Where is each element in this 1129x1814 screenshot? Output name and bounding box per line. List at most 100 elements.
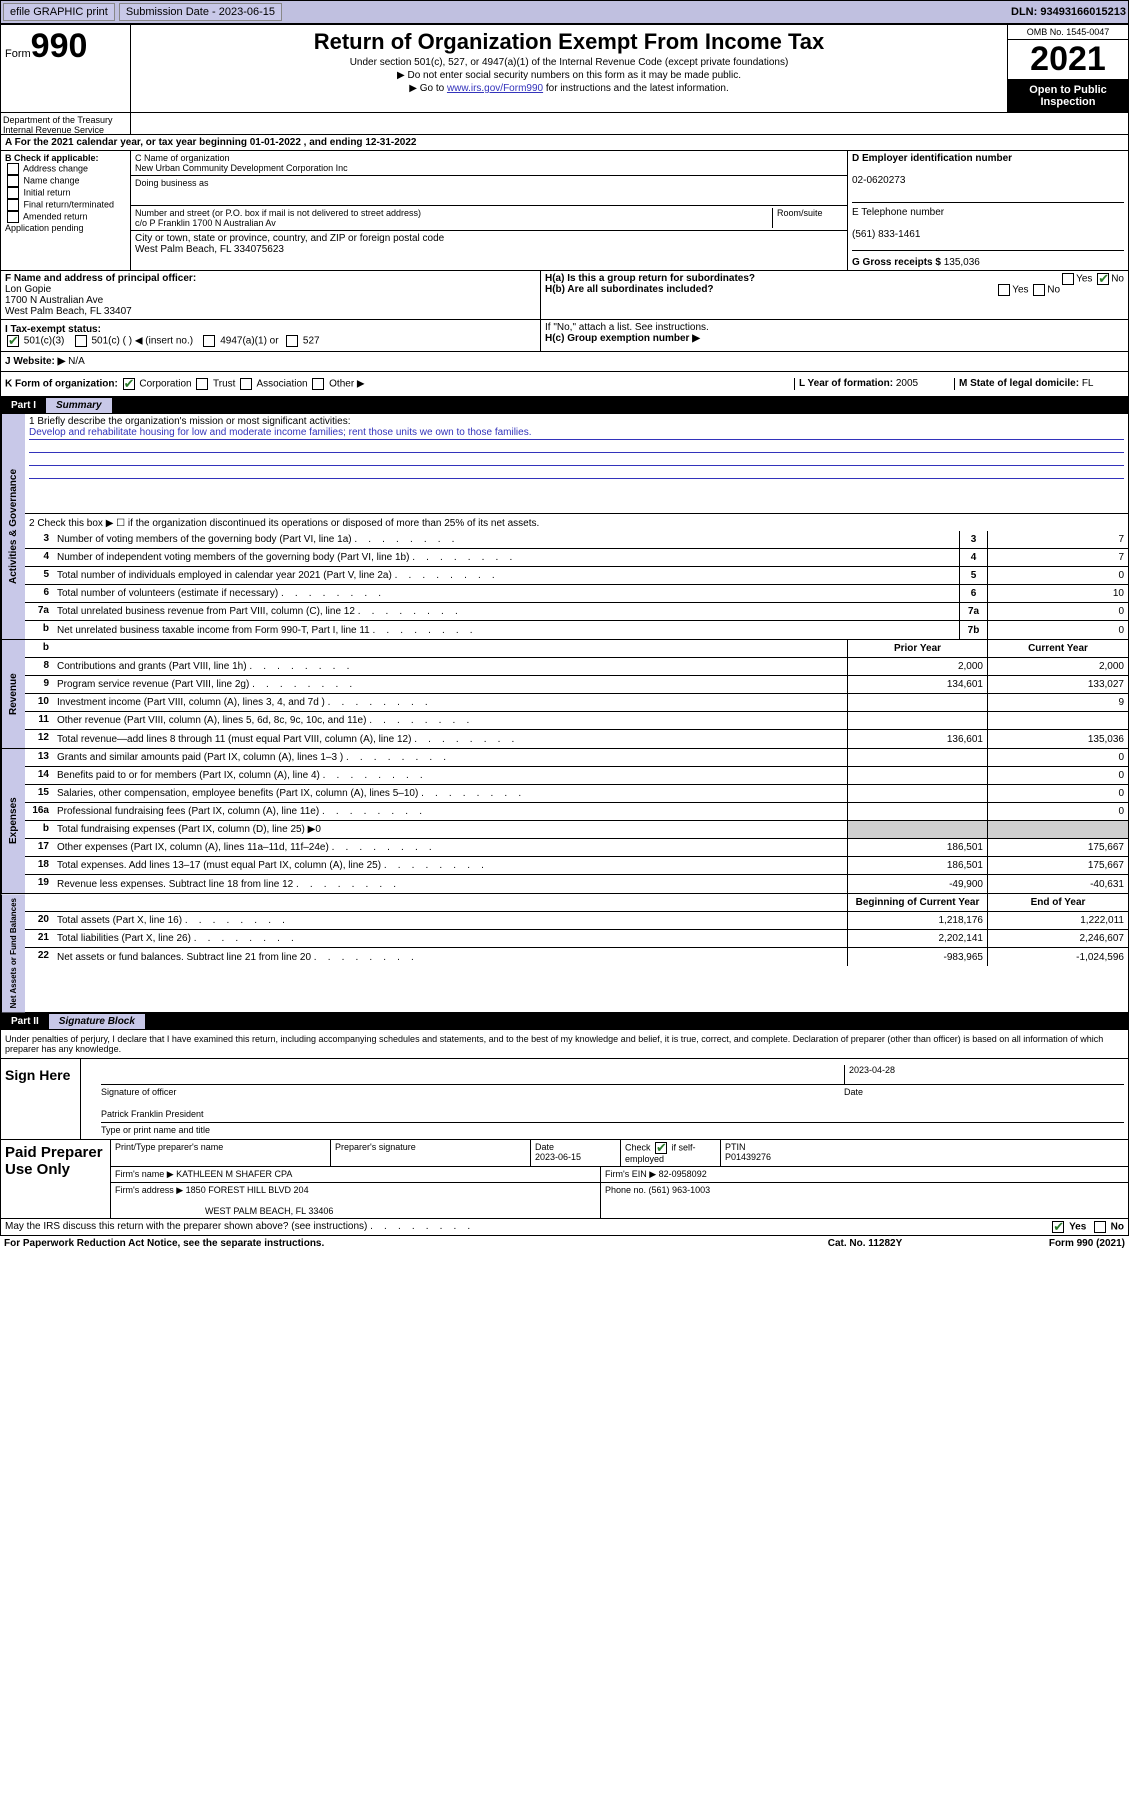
line-value: 0 <box>988 603 1128 620</box>
form-header: Form990 Return of Organization Exempt Fr… <box>0 24 1129 113</box>
line-num: 19 <box>25 875 53 893</box>
table-row: 17 Other expenses (Part IX, column (A), … <box>25 839 1128 857</box>
row-j: J Website: ▶ N/A <box>0 352 1129 372</box>
chk-discuss-yes[interactable] <box>1052 1221 1064 1233</box>
line-current: 0 <box>988 785 1128 802</box>
irs-form990-link[interactable]: www.irs.gov/Form990 <box>447 83 543 94</box>
chk-527[interactable] <box>286 335 298 347</box>
block-bcd: B Check if applicable: Address change Na… <box>0 151 1129 271</box>
chk-trust[interactable] <box>196 378 208 390</box>
activities-governance-section: Activities & Governance 1 Briefly descri… <box>0 414 1129 639</box>
ptin-value: P01439276 <box>725 1152 771 1162</box>
mission-empty-line-1 <box>29 440 1124 453</box>
chk-association[interactable] <box>240 378 252 390</box>
preparer-date-value: 2023-06-15 <box>535 1152 581 1162</box>
ein-value: 02-0620273 <box>852 175 905 186</box>
sign-date-value: 2023-04-28 <box>844 1065 1124 1084</box>
preparer-date-label: Date <box>535 1142 554 1152</box>
line-text: Other revenue (Part VIII, column (A), li… <box>53 712 848 729</box>
chk-self-employed[interactable] <box>655 1142 667 1154</box>
block-b: B Check if applicable: Address change Na… <box>1 151 131 270</box>
dept-row: Department of the Treasury Internal Reve… <box>0 113 1129 135</box>
line-current: -40,631 <box>988 875 1128 893</box>
line-prior: 1,218,176 <box>848 912 988 929</box>
table-row: 8 Contributions and grants (Part VIII, l… <box>25 658 1128 676</box>
lbl-initial-return: Initial return <box>24 187 71 197</box>
preparer-signature-label: Preparer's signature <box>331 1140 531 1166</box>
gov-line: 5 Total number of individuals employed i… <box>25 567 1128 585</box>
table-row: 22 Net assets or fund balances. Subtract… <box>25 948 1128 966</box>
ptin-cell: PTIN P01439276 <box>721 1140 1128 1166</box>
submission-date-value: 2023-06-15 <box>219 6 275 18</box>
form-number: 990 <box>31 27 88 65</box>
state-domicile: M State of legal domicile: FL <box>954 378 1124 390</box>
page-title: Return of Organization Exempt From Incom… <box>135 29 1003 55</box>
paid-preparer-label: Paid Preparer Use Only <box>1 1140 111 1218</box>
dln-field: DLN: 93493166015213 <box>1011 6 1126 18</box>
row-klm: K Form of organization: Corporation Trus… <box>0 372 1129 397</box>
chk-other[interactable] <box>312 378 324 390</box>
street-label: Number and street (or P.O. box if mail i… <box>135 208 421 218</box>
row-f-h: F Name and address of principal officer:… <box>0 271 1129 320</box>
goto-suffix: for instructions and the latest informat… <box>543 83 729 94</box>
discuss-row: May the IRS discuss this return with the… <box>0 1219 1129 1236</box>
firm-name-cell: Firm's name ▶ KATHLEEN M SHAFER CPA <box>111 1167 601 1182</box>
part-ii-header: Part II Signature Block <box>0 1013 1129 1030</box>
title-cell: Return of Organization Exempt From Incom… <box>131 25 1008 112</box>
efile-print-button[interactable]: efile GRAPHIC print <box>3 3 115 21</box>
chk-address-change[interactable] <box>7 163 19 175</box>
lbl-amended-return: Amended return <box>23 211 88 221</box>
officer-addr2: West Palm Beach, FL 33407 <box>5 306 132 317</box>
line-text: Total liabilities (Part X, line 26) <box>53 930 848 947</box>
lbl-application-pending: Application pending <box>5 223 84 233</box>
line-prior: 134,601 <box>848 676 988 693</box>
chk-discuss-no[interactable] <box>1094 1221 1106 1233</box>
row-i: I Tax-exempt status: 501(c)(3) 501(c) ( … <box>0 320 1129 352</box>
chk-501c3[interactable] <box>7 335 19 347</box>
line-prior <box>848 785 988 802</box>
firm-phone-cell: Phone no. (561) 963-1003 <box>601 1183 1128 1218</box>
sign-here-label: Sign Here <box>1 1059 81 1139</box>
chk-name-change[interactable] <box>7 175 19 187</box>
mission-text: Develop and rehabilitate housing for low… <box>29 427 1124 440</box>
preparer-date-cell: Date 2023-06-15 <box>531 1140 621 1166</box>
sign-date-label: Date <box>844 1087 1124 1097</box>
line-num: 22 <box>25 948 53 966</box>
block-c: C Name of organization New Urban Communi… <box>131 151 848 270</box>
line-current <box>988 821 1128 838</box>
line-current: 133,027 <box>988 676 1128 693</box>
self-employed-cell: Check if self-employed <box>621 1140 721 1166</box>
chk-501c[interactable] <box>75 335 87 347</box>
line-box: 3 <box>960 531 988 548</box>
dept-of-treasury: Department of the Treasury Internal Reve… <box>1 113 131 134</box>
line-value: 7 <box>988 531 1128 548</box>
block-h: H(a) Is this a group return for subordin… <box>541 271 1128 319</box>
firm-phone-value: (561) 963-1003 <box>649 1185 711 1195</box>
hdr-b-num: b <box>25 640 53 657</box>
line-text: Total expenses. Add lines 13–17 (must eq… <box>53 857 848 874</box>
row-l-label: L Year of formation: <box>799 378 896 389</box>
chk-4947[interactable] <box>203 335 215 347</box>
chk-amended-return[interactable] <box>7 211 19 223</box>
line-text: Other expenses (Part IX, column (A), lin… <box>53 839 848 856</box>
tax-exempt-status: I Tax-exempt status: 501(c)(3) 501(c) ( … <box>1 320 541 351</box>
hb-no: No <box>1047 285 1060 296</box>
line-num: b <box>25 821 53 838</box>
chk-final-return[interactable] <box>7 199 19 211</box>
chk-ha-no[interactable] <box>1097 273 1109 285</box>
chk-corporation[interactable] <box>123 378 135 390</box>
line-value: 0 <box>988 567 1128 584</box>
chk-ha-yes[interactable] <box>1062 273 1074 285</box>
chk-initial-return[interactable] <box>7 187 19 199</box>
chk-hb-yes[interactable] <box>998 284 1010 296</box>
firm-address-label: Firm's address ▶ <box>115 1185 183 1195</box>
table-row: 14 Benefits paid to or for members (Part… <box>25 767 1128 785</box>
part-ii-title: Signature Block <box>49 1014 145 1029</box>
chk-hb-no[interactable] <box>1033 284 1045 296</box>
website-value: N/A <box>68 356 85 367</box>
officer-addr1: 1700 N Australian Ave <box>5 295 103 306</box>
line-num: 12 <box>25 730 53 748</box>
self-employed-label: Check <box>625 1143 653 1153</box>
telephone-label: E Telephone number <box>852 207 944 218</box>
instruction-line-1: ▶ Do not enter social security numbers o… <box>135 70 1003 81</box>
